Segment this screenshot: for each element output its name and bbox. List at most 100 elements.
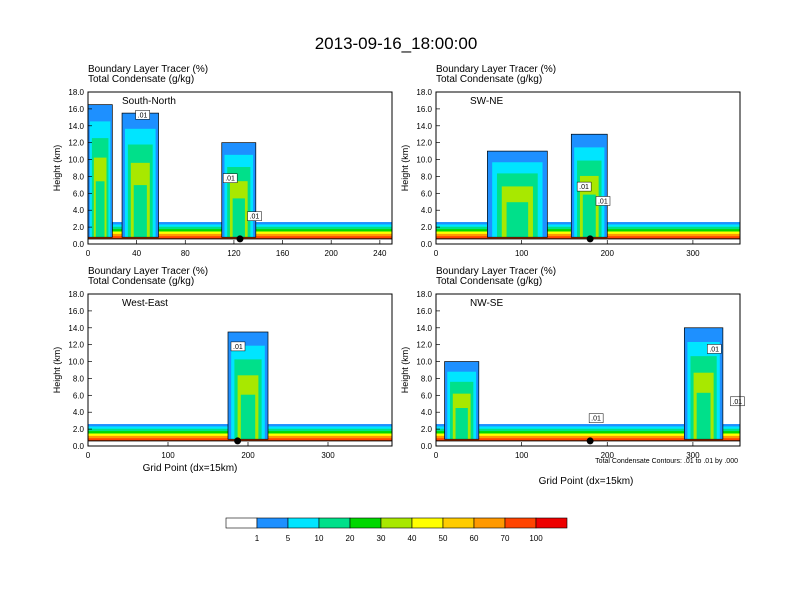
colorbar-swatch (411, 517, 444, 529)
x-tick-label: 300 (686, 249, 700, 258)
colorbar-swatch (318, 517, 351, 529)
tracer-column (506, 202, 529, 238)
contour-label-box (230, 341, 246, 352)
location-marker (586, 437, 594, 445)
colorbar-label: 20 (346, 534, 355, 543)
colorbar-label: 30 (377, 534, 386, 543)
contour-label: .01 (709, 346, 719, 353)
x-tick-label: 200 (601, 451, 615, 460)
colorbar-swatch (473, 517, 506, 529)
cross-section-label: SW-NE (470, 96, 503, 107)
x-tick-label: 300 (686, 451, 700, 460)
y-tick-label: 18.0 (416, 88, 432, 97)
y-tick-label: 6.0 (73, 391, 85, 400)
y-tick-label: 0.0 (73, 240, 85, 249)
colorbar-label: 10 (315, 534, 324, 543)
plot-frame (435, 91, 741, 245)
y-tick-label: 16.0 (416, 105, 432, 114)
contour-label-box (222, 173, 238, 183)
location-marker (236, 235, 244, 243)
colorbar-label: 60 (470, 534, 479, 543)
contour-label: .01 (591, 416, 601, 423)
contour-title: Total Condensate (g/kg) (436, 276, 542, 287)
tracer-column (696, 392, 711, 440)
contour-label: .01 (250, 214, 260, 221)
y-tick-label: 8.0 (421, 374, 433, 383)
shade-title: Boundary Layer Tracer (%) (436, 266, 556, 277)
y-tick-label: 18.0 (68, 290, 84, 299)
y-tick-label: 16.0 (68, 105, 84, 114)
y-tick-label: 6.0 (421, 189, 433, 198)
contour-label-box (576, 181, 592, 192)
y-tick-label: 14.0 (416, 122, 432, 131)
colorbar: 1 5 10 20 30 40 50 60 70 100 (225, 517, 568, 543)
x-axis-label-right: Grid Point (dx=15km) (539, 476, 634, 487)
x-tick-label: 80 (181, 249, 190, 258)
x-tick-label: 0 (434, 451, 439, 460)
x-tick-label: 200 (601, 249, 615, 258)
panel-2: Boundary Layer Tracer (%)Total Condensat… (400, 64, 741, 258)
contour-label-box (595, 196, 611, 206)
colorbar-label: 50 (439, 534, 448, 543)
contour-label-box (730, 396, 745, 407)
y-tick-label: 6.0 (73, 189, 85, 198)
colorbar-label: 100 (529, 534, 543, 543)
y-axis-label: Height (km) (400, 347, 410, 394)
tracer-column (455, 408, 468, 440)
panel-1: Boundary Layer Tracer (%)Total Condensat… (52, 64, 393, 258)
y-tick-label: 2.0 (73, 223, 85, 232)
y-axis-label: Height (km) (400, 145, 410, 192)
plot-frame (87, 293, 393, 447)
y-tick-label: 8.0 (421, 172, 433, 181)
y-tick-label: 12.0 (68, 139, 84, 148)
cross-section-label: South-North (122, 96, 176, 107)
y-tick-label: 0.0 (421, 442, 433, 451)
y-tick-label: 12.0 (68, 341, 84, 350)
contour-label: .01 (579, 184, 589, 191)
colorbar-label: 40 (408, 534, 417, 543)
panel-4: Boundary Layer Tracer (%)Total Condensat… (400, 266, 745, 460)
x-tick-label: 240 (373, 249, 387, 258)
y-tick-label: 4.0 (421, 206, 433, 215)
x-tick-label: 0 (86, 249, 91, 258)
contour-title: Total Condensate (g/kg) (436, 74, 542, 85)
colorbar-swatch (442, 517, 475, 529)
y-tick-label: 10.0 (68, 156, 84, 165)
tracer-column (95, 181, 105, 238)
contour-label-box (135, 110, 150, 120)
shade-title: Boundary Layer Tracer (%) (436, 64, 556, 75)
shade-title: Boundary Layer Tracer (%) (88, 266, 208, 277)
y-tick-label: 16.0 (68, 307, 84, 316)
y-tick-label: 8.0 (73, 374, 85, 383)
shade-title: Boundary Layer Tracer (%) (88, 64, 208, 75)
x-tick-label: 0 (86, 451, 91, 460)
x-tick-label: 100 (515, 249, 529, 258)
x-tick-label: 200 (325, 249, 339, 258)
colorbar-label: 5 (286, 534, 291, 543)
figure-title: 2013-09-16_18:00:00 (315, 34, 478, 53)
contour-title: Total Condensate (g/kg) (88, 74, 194, 85)
condensate-contour (487, 150, 548, 238)
tracer-column (240, 394, 256, 440)
panel-3: Boundary Layer Tracer (%)Total Condensat… (52, 266, 393, 460)
tracer-column (582, 194, 596, 238)
x-axis-label-left: Grid Point (dx=15km) (143, 463, 238, 474)
plot-frame (87, 91, 393, 245)
x-tick-label: 160 (276, 249, 290, 258)
y-tick-label: 0.0 (73, 442, 85, 451)
colorbar-swatch (225, 517, 258, 529)
contour-label: .01 (598, 198, 608, 205)
colorbar-swatch (287, 517, 320, 529)
y-tick-label: 16.0 (416, 307, 432, 316)
x-tick-label: 120 (227, 249, 241, 258)
y-tick-label: 18.0 (416, 290, 432, 299)
tracer-column (133, 185, 147, 238)
y-tick-label: 18.0 (68, 88, 84, 97)
y-axis-label: Height (km) (52, 145, 62, 192)
plot-frame (435, 293, 741, 447)
location-marker (586, 235, 594, 243)
y-tick-label: 2.0 (421, 425, 433, 434)
y-tick-label: 2.0 (421, 223, 433, 232)
condensate-contour (227, 331, 269, 440)
y-tick-label: 10.0 (416, 156, 432, 165)
